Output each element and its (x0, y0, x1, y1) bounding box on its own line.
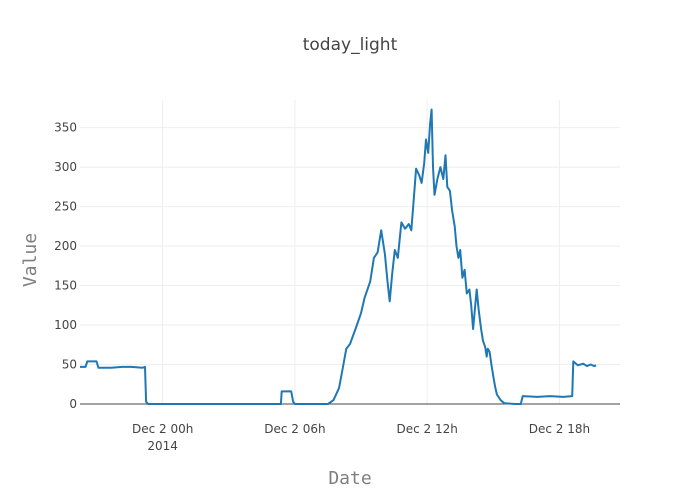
y-tick-label: 100 (54, 318, 77, 332)
x-axis-title: Date (328, 468, 371, 489)
y-tick-label: 50 (62, 358, 77, 372)
y-tick-label: 250 (54, 200, 77, 214)
y-axis-ticks: 0 50 100 150 200 250 300 350 (54, 121, 77, 411)
grid (80, 100, 620, 404)
y-tick-label: 150 (54, 279, 77, 293)
x-tick-label: Dec 2 06h (264, 422, 325, 436)
y-tick-label: 350 (54, 121, 77, 135)
x-tick-label: Dec 2 12h (396, 422, 457, 436)
y-tick-label: 0 (69, 397, 77, 411)
y-tick-label: 200 (54, 239, 77, 253)
x-tick-label: Dec 2 18h (529, 422, 590, 436)
y-tick-label: 300 (54, 160, 77, 174)
x-tick-label: Dec 2 00h (132, 422, 193, 436)
x-axis-ticks: Dec 2 00h 2014 Dec 2 06h Dec 2 12h Dec 2 18h (132, 422, 590, 453)
series-line (80, 108, 597, 405)
chart-title: today_light (303, 35, 398, 55)
series-layer (80, 108, 597, 405)
x-tick-sublabel: 2014 (147, 439, 178, 453)
y-axis-title: Value (20, 233, 41, 287)
